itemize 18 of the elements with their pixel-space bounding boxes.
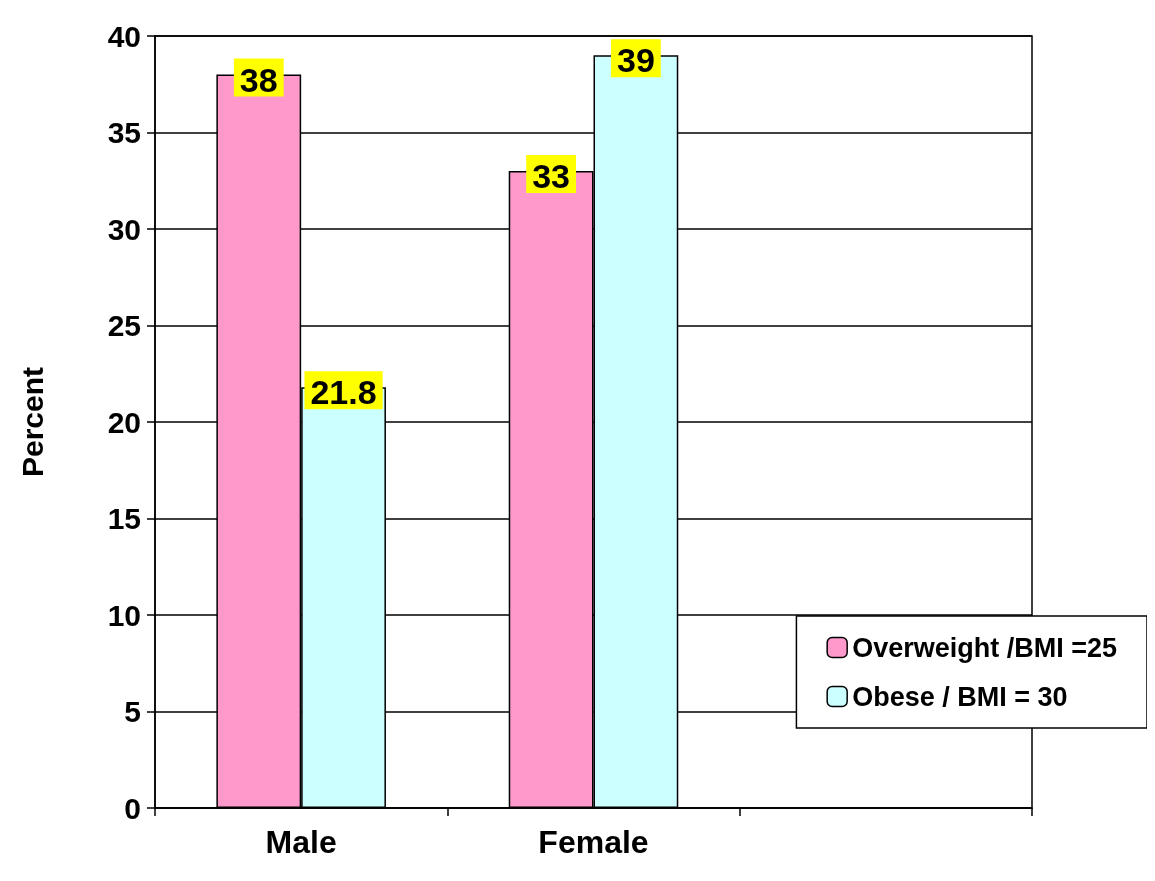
y-tick-label: 40: [107, 19, 141, 53]
y-tick-label: 25: [107, 309, 141, 342]
y-axis-title: Percent: [15, 366, 49, 478]
y-tick-label: 0: [124, 791, 141, 825]
legend-label: Overweight /BMI =25: [852, 632, 1118, 663]
y-tick-label: 10: [107, 598, 141, 632]
y-tick-label: 30: [107, 212, 141, 246]
y-tick-label: 20: [107, 405, 141, 439]
data-label: 21.8: [310, 373, 377, 412]
data-label: 33: [532, 157, 571, 196]
data-label: 39: [616, 41, 655, 80]
x-tick-label: Male: [265, 824, 337, 860]
legend-label: Obese / BMI = 30: [852, 681, 1068, 712]
y-tick-label: 5: [124, 695, 141, 728]
data-label: 38: [239, 60, 278, 99]
y-tick-label: 35: [107, 116, 141, 149]
y-tick-label: 15: [107, 502, 141, 535]
x-tick-label: Female: [538, 824, 649, 860]
